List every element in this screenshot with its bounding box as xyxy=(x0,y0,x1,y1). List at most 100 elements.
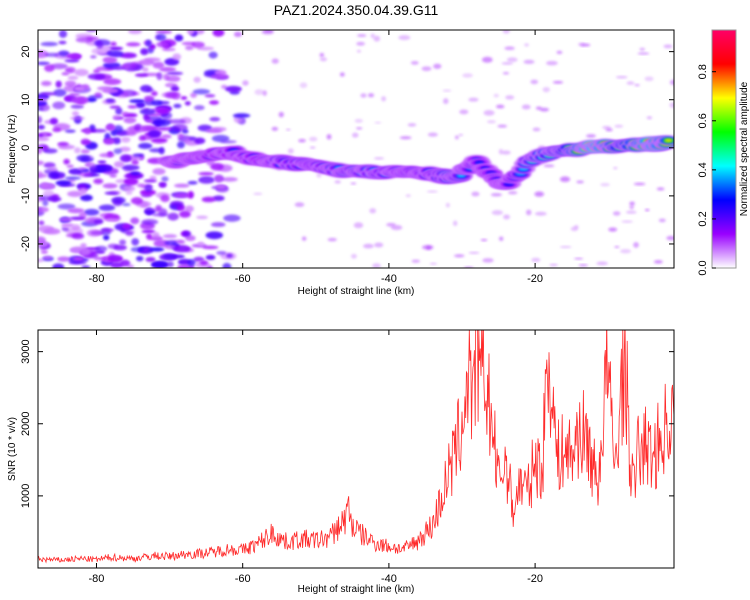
spectrogram-noise-blob xyxy=(102,56,118,64)
spectrogram-faint-blob xyxy=(600,183,610,187)
spectrogram-noise-blob xyxy=(212,30,225,37)
spectrogram-noise-blob xyxy=(144,184,153,192)
y-tick-label: 2000 xyxy=(20,412,32,436)
spectrogram-noise-blob xyxy=(166,82,174,87)
spectrogram-faint-blob xyxy=(398,35,411,41)
spectrogram-noise-blob xyxy=(125,230,134,236)
spectrogram-noise-blob xyxy=(139,108,156,115)
spectrogram-faint-blob xyxy=(524,43,529,47)
spectrogram-y-ticks: -20 -10 0 10 20 xyxy=(20,46,674,252)
spectrogram-noise-blob xyxy=(52,101,66,110)
spectrogram-noise-blob xyxy=(100,228,115,232)
spectrogram-noise-blob xyxy=(127,105,138,109)
spectrogram-faint-blob xyxy=(646,116,653,120)
spectrogram-noise-blob xyxy=(174,34,184,42)
spectrogram-noise-blob xyxy=(119,239,127,246)
spectrogram-noise-blob xyxy=(180,96,188,100)
spectrogram-faint-blob xyxy=(433,63,442,69)
spectrogram-faint-blob xyxy=(278,111,284,118)
spectrogram-noise-blob xyxy=(210,222,226,228)
spectrogram-noise-blob xyxy=(138,142,153,150)
spectrogram-faint-blob xyxy=(373,157,385,160)
spectrogram-faint-blob xyxy=(629,205,635,210)
spectrogram-noise-blob xyxy=(173,245,191,253)
spectrogram-noise-blob xyxy=(49,117,59,125)
spectrogram-faint-blob xyxy=(390,225,403,231)
spectrogram-noise-blob xyxy=(103,138,115,145)
spectrogram-noise-blob xyxy=(160,194,170,203)
spectrogram-faint-blob xyxy=(271,58,279,64)
spectrogram-noise-blob xyxy=(134,73,149,77)
spectrogram-noise-blob xyxy=(53,88,67,97)
spectrogram-faint-blob xyxy=(316,173,322,178)
spectrogram-faint-blob xyxy=(644,208,650,212)
spectrogram-noise-blob xyxy=(161,92,168,97)
spectrogram-noise-blob xyxy=(79,188,87,195)
spectrogram-noise-blob xyxy=(80,248,91,256)
spectrogram-noise-blob xyxy=(57,203,76,210)
spectrogram-noise-blob xyxy=(135,255,144,262)
spectrogram-faint-blob xyxy=(502,30,510,34)
spectrogram-noise-blob xyxy=(65,68,74,73)
spectrogram-faint-blob xyxy=(605,128,613,132)
spectrogram-noise-blob xyxy=(161,176,169,182)
spectrogram-noise-blob xyxy=(90,55,97,59)
spectrogram-faint-blob xyxy=(462,73,473,78)
spectrogram-noise-blob xyxy=(83,208,100,216)
spectrogram-noise-blob xyxy=(38,61,50,66)
spectrogram-faint-blob xyxy=(481,56,493,63)
spectrogram-noise-blob xyxy=(197,241,205,247)
spectrogram-noise-blob xyxy=(220,140,237,144)
spectrogram-noise-blob xyxy=(199,260,208,266)
spectrogram-noise-blob xyxy=(232,113,251,118)
spectrogram-noise-blob xyxy=(63,158,70,165)
spectrogram-noise-blob xyxy=(40,41,59,47)
spectrogram-faint-blob xyxy=(374,121,382,124)
spectrogram-faint-blob xyxy=(498,236,504,242)
spectrogram-faint-blob xyxy=(629,201,635,206)
spectrogram-faint-blob xyxy=(633,242,639,248)
spectrogram-noise-blob xyxy=(193,105,205,111)
spectrogram-faint-blob xyxy=(356,127,363,130)
figure-title: PAZ1.2024.350.04.39.G11 xyxy=(274,2,439,18)
spectrogram-noise-blob xyxy=(185,45,194,51)
spectrogram-noise-blob xyxy=(145,119,153,123)
spectrogram-faint-blob xyxy=(468,97,479,102)
spectrogram-noise-blob xyxy=(168,119,186,124)
spectrogram-faint-blob xyxy=(669,102,674,108)
spectrogram-faint-blob xyxy=(614,124,624,128)
spectrogram-faint-blob xyxy=(523,59,535,65)
spectrogram-noise-blob xyxy=(215,184,227,190)
spectrogram-noise-blob xyxy=(119,52,137,59)
spectrogram-noise-blob xyxy=(64,80,77,87)
snr-y-ticks: 1000 2000 3000 xyxy=(20,339,674,508)
spectrogram-faint-blob xyxy=(576,180,584,184)
spectrogram-faint-blob xyxy=(367,93,375,98)
spectrogram-noise-blob xyxy=(198,172,214,176)
spectrogram-noise-blob xyxy=(130,246,145,253)
spectrogram-noise-blob xyxy=(133,125,141,131)
spectrogram-noise-blob xyxy=(98,204,116,211)
spectrogram-noise-blob xyxy=(86,229,102,237)
spectrogram-faint-blob xyxy=(381,96,387,102)
spectrogram-noise-blob xyxy=(119,259,131,267)
spectrogram-faint-blob xyxy=(626,81,635,85)
snr-y-axis-label: SNR (10 * v/v) xyxy=(7,417,18,481)
spectrogram-faint-blob xyxy=(294,202,305,208)
spectrogram-noise-blob xyxy=(50,63,68,70)
spectrogram-faint-blob xyxy=(360,93,367,98)
spectrogram-faint-blob xyxy=(350,253,357,259)
spectrogram-noise-blob xyxy=(64,59,80,63)
spectrogram-noise-blob xyxy=(167,212,179,221)
spectrogram-noise-blob xyxy=(110,41,117,47)
spectrogram-noise-blob xyxy=(162,253,178,260)
spectrogram-noise-blob xyxy=(135,101,146,109)
spectrogram-faint-blob xyxy=(442,89,452,92)
spectrogram-faint-blob xyxy=(482,258,494,263)
spectrogram-noise-blob xyxy=(192,88,211,95)
y-tick-label: 10 xyxy=(20,94,32,106)
spectrogram-noise-blob xyxy=(112,114,121,120)
x-tick-label: -40 xyxy=(381,573,397,585)
spectrogram-faint-blob xyxy=(429,262,438,265)
spectrogram-faint-blob xyxy=(352,132,359,138)
